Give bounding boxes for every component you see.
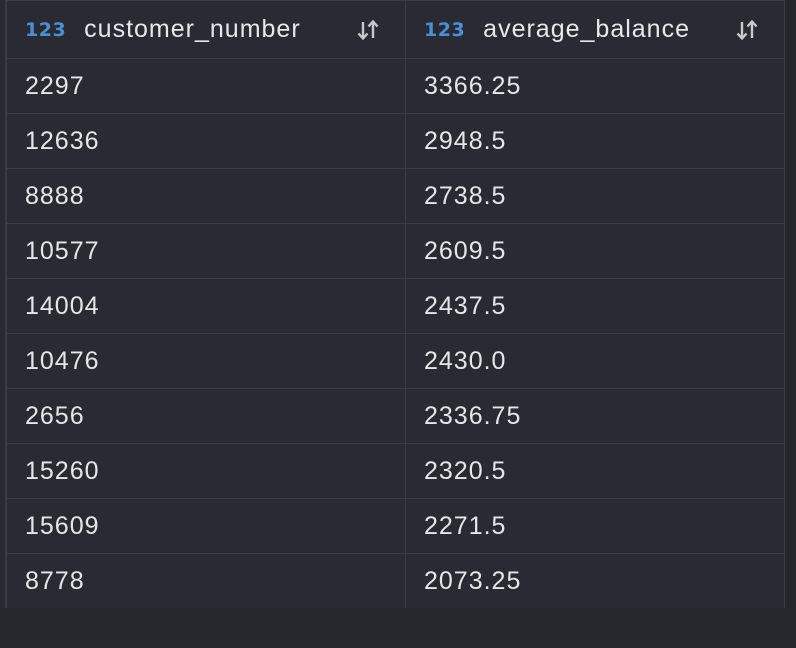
numeric-type-icon: 123: [25, 18, 67, 41]
table-row[interactable]: 14004 2437.5: [6, 278, 785, 334]
cell-customer-number[interactable]: 14004: [6, 278, 406, 334]
cell-average-balance[interactable]: 2738.5: [405, 168, 785, 224]
cell-customer-number[interactable]: 10476: [6, 333, 406, 389]
cell-customer-number[interactable]: 10577: [6, 223, 406, 279]
cell-average-balance[interactable]: 2430.0: [405, 333, 785, 389]
column-header-label: average_balance: [483, 15, 690, 43]
cell-customer-number[interactable]: 8888: [6, 168, 406, 224]
row-gutter: [0, 0, 6, 608]
cell-average-balance[interactable]: 2437.5: [405, 278, 785, 334]
table-row[interactable]: 10476 2430.0: [6, 333, 785, 389]
cell-customer-number[interactable]: 2297: [6, 58, 406, 114]
grid-empty-area: [0, 608, 796, 648]
cell-average-balance[interactable]: 2271.5: [405, 498, 785, 554]
table-row[interactable]: 8778 2073.25: [6, 553, 785, 609]
column-header-average-balance[interactable]: 123 average_balance: [405, 0, 785, 59]
table-row[interactable]: 8888 2738.5: [6, 168, 785, 224]
cell-customer-number[interactable]: 8778: [6, 553, 406, 609]
numeric-type-icon: 123: [424, 18, 466, 41]
table-row[interactable]: 15609 2271.5: [6, 498, 785, 554]
results-table: 123 customer_number: [6, 0, 785, 609]
cell-average-balance[interactable]: 2948.5: [405, 113, 785, 169]
cell-average-balance[interactable]: 2336.75: [405, 388, 785, 444]
table-row[interactable]: 12636 2948.5: [6, 113, 785, 169]
cell-customer-number[interactable]: 15260: [6, 443, 406, 499]
cell-customer-number[interactable]: 15609: [6, 498, 406, 554]
table-row[interactable]: 2656 2336.75: [6, 388, 785, 444]
cell-customer-number[interactable]: 12636: [6, 113, 406, 169]
cell-average-balance[interactable]: 2320.5: [405, 443, 785, 499]
sort-icon[interactable]: [734, 17, 760, 43]
header-row: 123 customer_number: [6, 0, 785, 59]
table-row[interactable]: 2297 3366.25: [6, 58, 785, 114]
cell-customer-number[interactable]: 2656: [6, 388, 406, 444]
column-header-label: customer_number: [84, 15, 301, 43]
table-row[interactable]: 10577 2609.5: [6, 223, 785, 279]
column-header-customer-number[interactable]: 123 customer_number: [6, 0, 406, 59]
sort-icon[interactable]: [355, 17, 381, 43]
cell-average-balance[interactable]: 3366.25: [405, 58, 785, 114]
cell-average-balance[interactable]: 2073.25: [405, 553, 785, 609]
table-row[interactable]: 15260 2320.5: [6, 443, 785, 499]
cell-average-balance[interactable]: 2609.5: [405, 223, 785, 279]
